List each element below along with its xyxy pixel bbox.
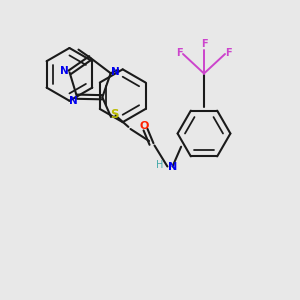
Text: F: F [225,47,232,58]
Text: N: N [168,161,177,172]
Text: F: F [201,39,207,49]
Text: H: H [156,160,164,170]
Text: N: N [112,67,120,77]
Text: N: N [69,96,78,106]
Text: S: S [110,107,118,121]
Text: N: N [60,66,69,76]
Text: F: F [176,47,183,58]
Text: O: O [139,121,149,131]
